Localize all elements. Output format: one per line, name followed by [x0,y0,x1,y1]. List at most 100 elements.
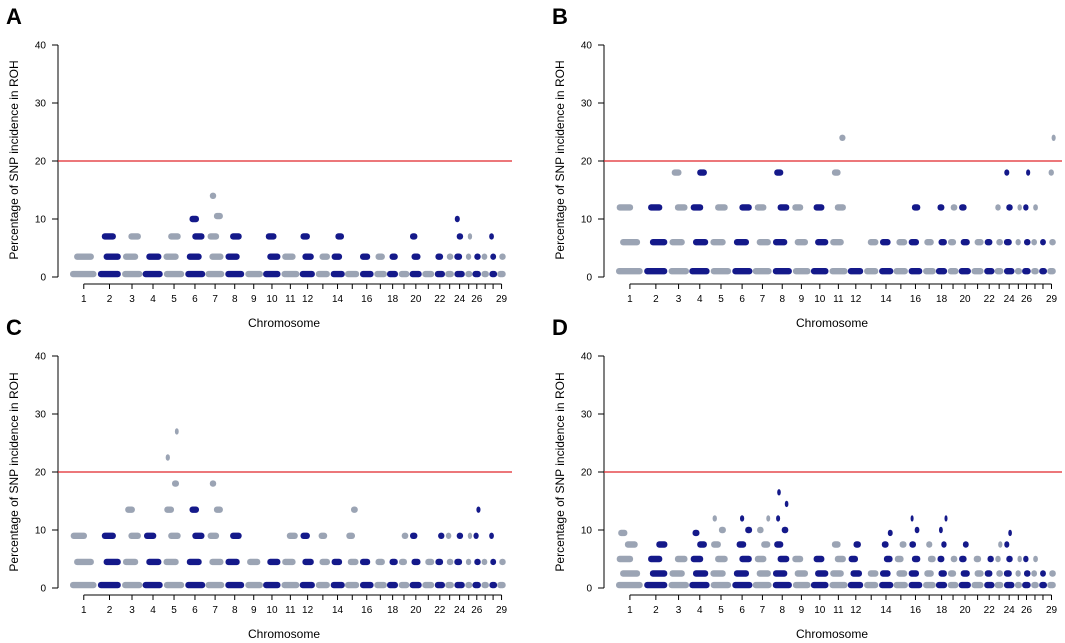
chromosome-29-points [497,253,506,278]
data-point [710,570,726,577]
chromosome-18-points [387,558,398,589]
data-point [616,581,643,589]
panel-c: C Percentage of SNP incidence in ROH Chr… [6,315,512,641]
x-tick-label: 8 [232,605,238,616]
data-point [974,239,984,246]
chromosome-27-points [481,253,489,278]
data-point [847,581,864,589]
data-point [207,233,220,240]
data-point [315,270,330,278]
chromosome-22-points [984,555,995,589]
data-point [318,532,328,539]
chromosome-18-points [935,204,948,275]
x-tick-label: 7 [212,605,218,616]
data-point [831,169,841,176]
x-tick-label: 24 [454,294,466,305]
data-point [189,215,199,223]
data-point [620,239,641,246]
data-point [756,570,771,577]
data-point [454,270,465,278]
data-point [247,558,261,566]
x-tick-label: 29 [496,294,508,305]
data-point [465,581,473,589]
x-tick-label: 20 [959,294,971,305]
panel-letter: D [552,315,568,340]
data-point [830,239,844,246]
chromosome-11-points [829,134,848,275]
data-point [74,558,94,566]
data-point [489,532,494,539]
data-point [909,541,916,548]
data-point [434,270,445,278]
chromosome-16-points [360,253,374,278]
data-point [752,581,772,589]
x-tick-label: 7 [760,294,766,305]
chromosome-8-points [225,233,245,278]
data-point [205,270,225,278]
data-point [649,570,668,577]
data-point [74,253,94,260]
data-point [213,212,223,220]
data-point [209,558,224,566]
data-point [474,253,481,260]
data-point [616,268,643,275]
data-point [937,204,945,211]
chromosome-7-points [205,192,225,278]
chromosome-28-points [489,532,498,589]
y-tick-label: 20 [35,468,47,479]
data-point [422,581,435,589]
chromosome-9-points [792,204,811,275]
data-point [998,541,1003,548]
data-point [950,204,958,211]
chromosome-1-points [616,204,643,275]
data-point [330,581,345,589]
data-point [302,253,314,260]
data-point [616,555,634,563]
panel-letter: C [6,315,22,340]
chromosome-8-points [772,489,792,589]
x-tick-label: 20 [959,605,971,616]
chromosome-2-points [97,233,121,278]
data-point [465,558,472,566]
data-point [774,541,784,548]
x-tick-label: 6 [192,294,198,305]
data-point [387,270,398,278]
chromosome-21-points [422,270,435,278]
chromosome-25-points [465,233,473,278]
x-tick-label: 22 [984,294,996,305]
y-tick-label: 40 [35,41,47,52]
x-tick-label: 1 [627,294,633,305]
data-point [245,270,263,278]
data-point [142,581,163,589]
x-tick-label: 24 [1004,605,1016,616]
data-point [163,581,185,589]
data-point [948,239,957,246]
data-point [446,558,454,566]
data-point [732,268,753,275]
data-point [1031,268,1039,275]
data-point [1004,581,1015,589]
data-point [205,581,225,589]
chromosome-15-points [345,270,360,278]
data-point [128,233,141,240]
chromosome-2-points [644,541,668,589]
data-point [398,270,410,278]
data-point [794,239,808,246]
x-tick-label: 22 [984,605,996,616]
chromosome-1-points [70,253,97,278]
y-tick-label: 30 [35,99,47,110]
data-point [101,532,116,539]
chromosome-2-points [97,532,121,589]
chromosome-12-points [847,541,864,589]
data-point [994,268,1004,275]
data-point [815,239,829,246]
data-point [810,581,829,589]
data-point [499,253,506,260]
data-point [144,532,157,539]
y-tick-label: 10 [581,526,593,537]
data-point [168,532,181,539]
chromosome-10-points [810,555,829,589]
data-point [213,506,223,513]
data-point [263,270,281,278]
x-tick-label: 10 [814,294,826,305]
